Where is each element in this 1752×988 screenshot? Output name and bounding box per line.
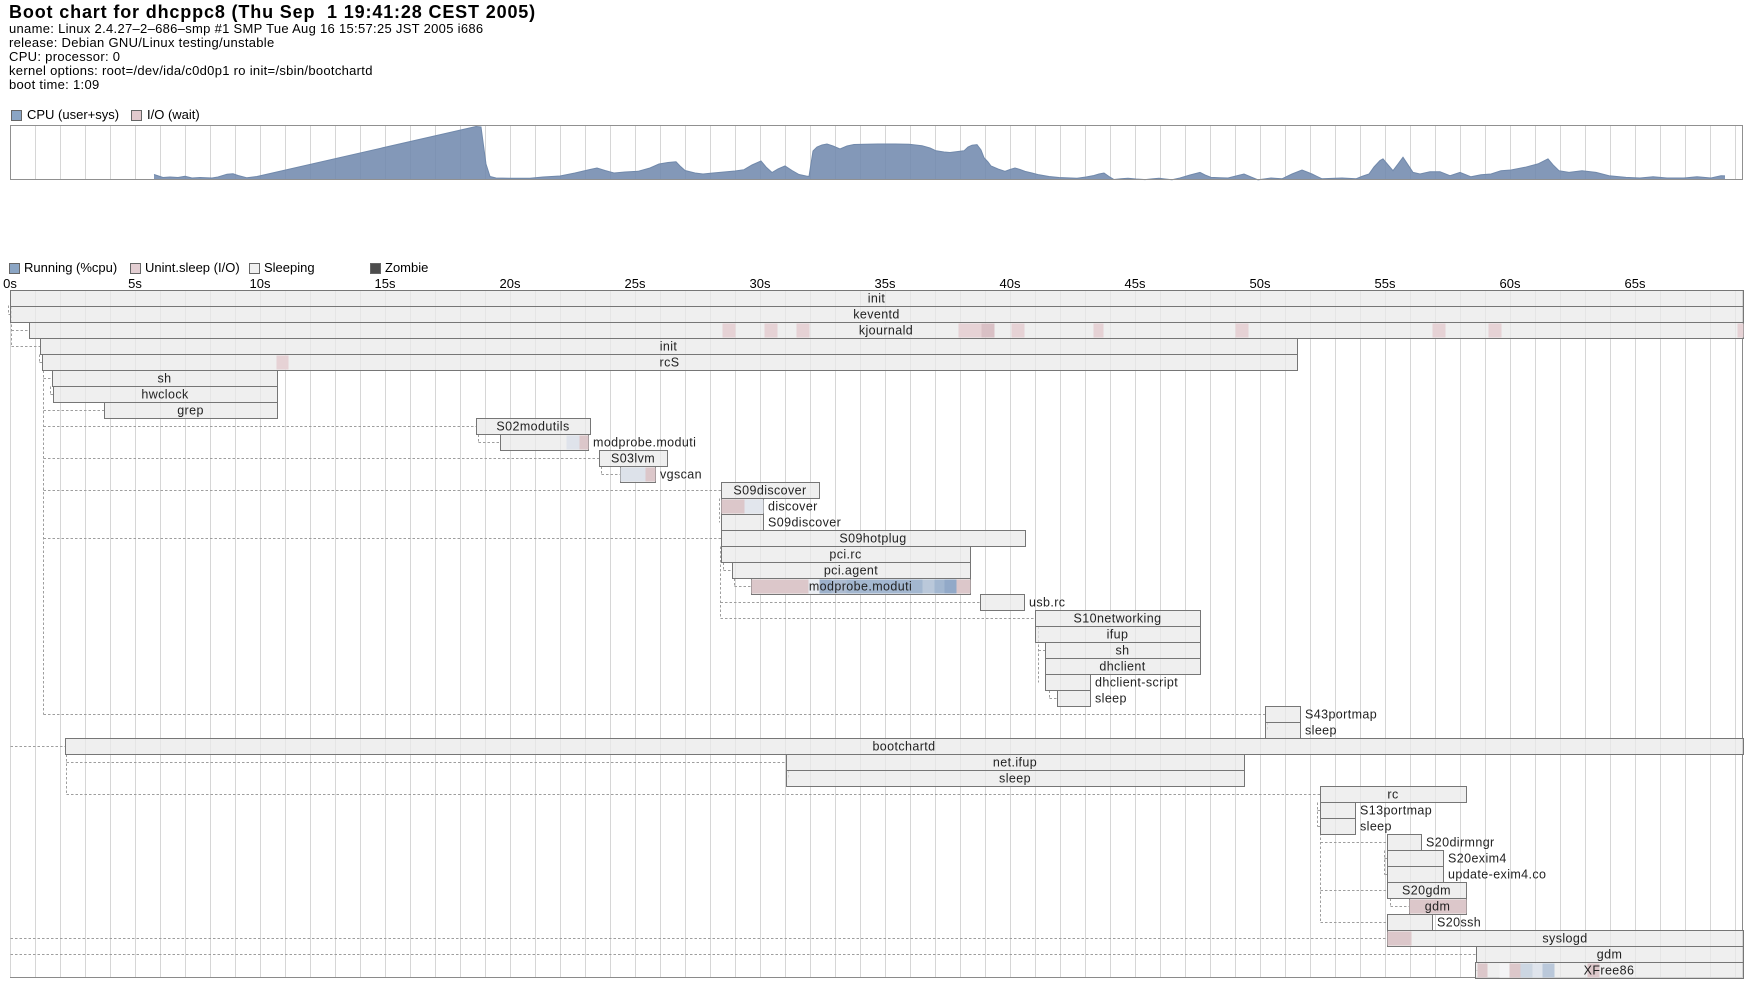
- svg-text:S10networking: S10networking: [1074, 612, 1162, 626]
- svg-text:gdm: gdm: [1425, 900, 1451, 914]
- svg-text:sleep: sleep: [1305, 724, 1337, 738]
- svg-text:ifup: ifup: [1107, 628, 1129, 642]
- svg-text:kjournald: kjournald: [859, 324, 913, 338]
- svg-text:sleep: sleep: [1095, 692, 1127, 706]
- svg-text:sh: sh: [157, 372, 171, 386]
- svg-text:S09hotplug: S09hotplug: [839, 532, 906, 546]
- svg-text:XFree86: XFree86: [1584, 964, 1635, 978]
- svg-text:syslogd: syslogd: [1542, 932, 1587, 946]
- svg-text:dhclient: dhclient: [1099, 660, 1145, 674]
- svg-text:modprobe.moduti: modprobe.moduti: [593, 436, 696, 450]
- svg-text:S20ssh: S20ssh: [1437, 916, 1481, 930]
- svg-text:init: init: [868, 292, 886, 306]
- svg-text:S43portmap: S43portmap: [1305, 708, 1377, 722]
- svg-text:gdm: gdm: [1597, 948, 1623, 962]
- svg-text:dhclient-script: dhclient-script: [1095, 676, 1178, 690]
- svg-text:S03lvm: S03lvm: [611, 452, 655, 466]
- svg-text:grep: grep: [177, 404, 204, 418]
- svg-text:update-exim4.co: update-exim4.co: [1448, 868, 1546, 882]
- svg-text:usb.rc: usb.rc: [1029, 596, 1065, 610]
- svg-text:S20dirmngr: S20dirmngr: [1426, 836, 1495, 850]
- svg-text:modprobe.moduti: modprobe.moduti: [809, 580, 912, 594]
- svg-text:S20exim4: S20exim4: [1448, 852, 1507, 866]
- svg-text:S20gdm: S20gdm: [1402, 884, 1451, 898]
- svg-text:bootchartd: bootchartd: [872, 740, 935, 754]
- svg-text:pci.agent: pci.agent: [824, 564, 878, 578]
- svg-text:init: init: [660, 340, 678, 354]
- svg-text:sleep: sleep: [999, 772, 1031, 786]
- svg-text:sh: sh: [1115, 644, 1129, 658]
- svg-text:hwclock: hwclock: [141, 388, 189, 402]
- svg-text:discover: discover: [768, 500, 818, 514]
- svg-text:sleep: sleep: [1360, 820, 1392, 834]
- svg-text:S02modutils: S02modutils: [496, 420, 569, 434]
- svg-text:S13portmap: S13portmap: [1360, 804, 1432, 818]
- svg-text:net.ifup: net.ifup: [993, 756, 1037, 770]
- svg-text:keventd: keventd: [853, 308, 900, 322]
- svg-text:rcS: rcS: [660, 356, 680, 370]
- svg-text:S09discover: S09discover: [768, 516, 841, 530]
- svg-text:S09discover: S09discover: [733, 484, 806, 498]
- svg-text:pci.rc: pci.rc: [829, 548, 861, 562]
- svg-text:rc: rc: [1387, 788, 1398, 802]
- svg-text:vgscan: vgscan: [660, 468, 702, 482]
